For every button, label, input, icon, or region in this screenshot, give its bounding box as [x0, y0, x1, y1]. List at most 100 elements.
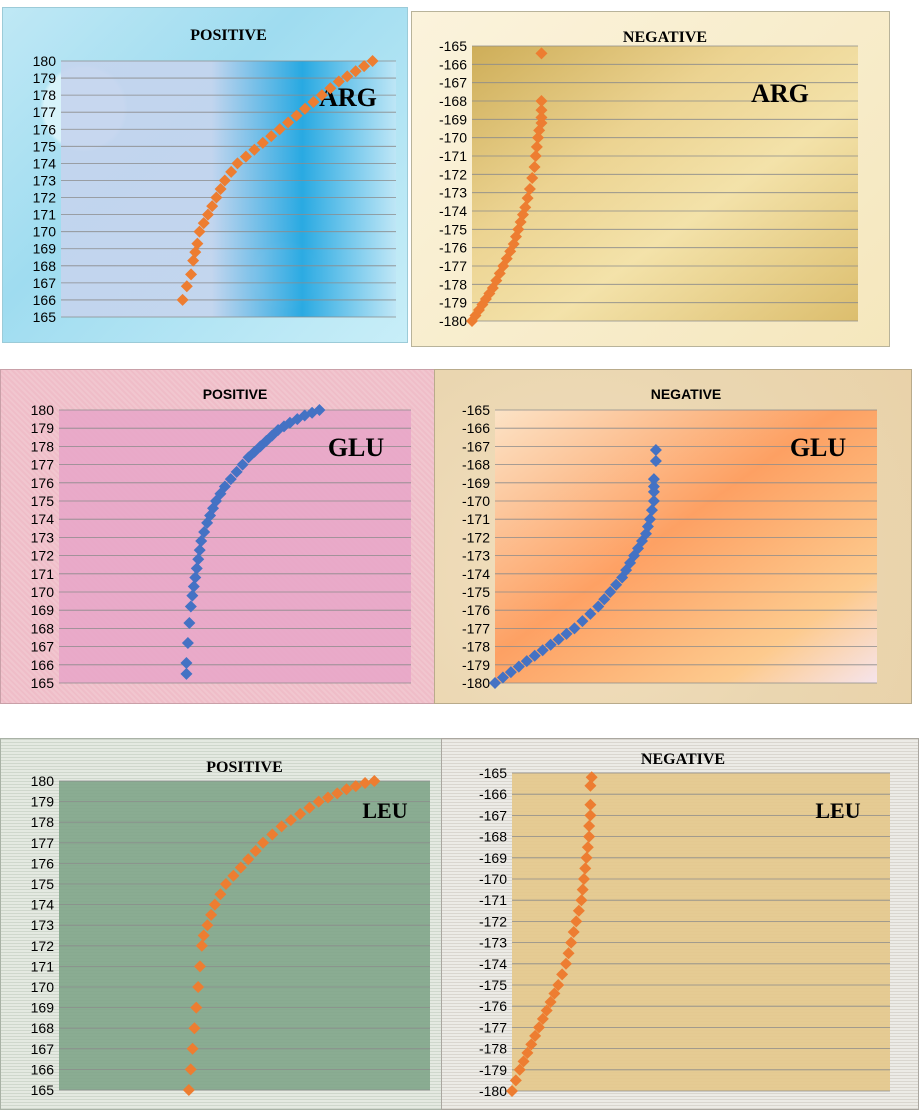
data-point [187, 254, 200, 267]
data-point [521, 192, 534, 205]
data-point [580, 851, 593, 864]
y-tick-label: -179 [479, 1062, 507, 1078]
data-point [272, 424, 285, 437]
data-point [231, 157, 244, 170]
y-tick-label: -177 [462, 620, 490, 636]
y-tick-label: -170 [479, 871, 507, 887]
chart-title: NEGATIVE [623, 29, 707, 46]
data-point [647, 495, 660, 507]
data-point [313, 404, 326, 416]
data-point [359, 777, 372, 790]
y-tick-label: 170 [31, 584, 55, 600]
data-point [556, 968, 569, 981]
data-point [535, 95, 548, 107]
y-tick-label: 168 [33, 258, 57, 274]
data-point [576, 883, 589, 896]
y-tick-label: -166 [479, 786, 507, 802]
data-point [535, 111, 548, 124]
data-point [225, 165, 238, 178]
data-point [560, 627, 573, 640]
data-point [519, 201, 532, 214]
y-tick-label: 174 [33, 155, 57, 171]
data-point [647, 473, 660, 486]
data-point [282, 116, 295, 129]
y-tick-label: -166 [462, 420, 490, 436]
chart-svg: -165 -166 -167 -168 -169 -170 -171 -172 -173 -174… [462, 386, 877, 691]
y-tick-label: -175 [462, 584, 490, 600]
chart-svg: -165 -166 -167 -168 -169 -170 -171 -172 -173 -174… [439, 29, 858, 329]
y-tick-label: 173 [33, 172, 57, 188]
y-tick-label: -175 [479, 977, 507, 993]
data-point [583, 830, 596, 843]
y-tick-label: -167 [439, 75, 467, 91]
y-tick-label: 169 [31, 1000, 55, 1016]
y-tick-label: -173 [462, 548, 490, 564]
data-point [180, 656, 193, 669]
data-point [182, 1084, 195, 1096]
y-tick-label: -176 [479, 998, 507, 1014]
y-tick-label: 177 [31, 457, 55, 473]
data-point [516, 208, 529, 221]
data-point [521, 1046, 534, 1059]
data-point [192, 981, 205, 993]
data-point [641, 520, 654, 533]
chart-leu-negative: -165 -166 -167 -168 -169 -170 -171 -172 -173 -174… [441, 738, 919, 1110]
y-tick-label: -179 [462, 657, 490, 673]
residue-annotation: GLU [790, 433, 847, 462]
data-point [536, 644, 549, 657]
data-point [520, 655, 533, 668]
data-point [249, 845, 262, 858]
y-tick-label: 171 [31, 958, 55, 974]
chart-svg: 180 179 178 177 176 175 174 173 172 171 170 169 168 1… [31, 386, 411, 691]
y-tick-label: 165 [33, 309, 57, 325]
y-tick-label: 171 [31, 566, 55, 582]
y-tick-label: -171 [462, 511, 490, 527]
chart-svg: 180 179 178 177 176 175 174 173 172 171 170 169 168 1… [31, 759, 430, 1098]
data-point [257, 836, 270, 849]
data-point [559, 957, 572, 970]
data-point [265, 130, 278, 143]
data-point [184, 600, 197, 613]
data-point [214, 888, 227, 901]
y-tick-label: -169 [439, 111, 467, 127]
y-tick-label: 175 [31, 876, 55, 892]
data-point [321, 791, 334, 804]
data-point [312, 795, 325, 808]
data-point [513, 1063, 526, 1076]
data-point [349, 780, 362, 793]
data-point [576, 615, 589, 628]
data-point [544, 638, 557, 651]
data-point [570, 915, 583, 928]
data-point [610, 578, 623, 591]
y-tick-label: -167 [462, 438, 490, 454]
y-tick-label: -172 [479, 913, 507, 929]
data-point [189, 246, 202, 259]
y-tick-label: 176 [33, 121, 57, 137]
y-tick-label: 170 [33, 224, 57, 240]
data-point [187, 580, 200, 593]
data-point [647, 480, 660, 493]
data-point [248, 143, 261, 156]
data-point [489, 677, 501, 689]
data-point [208, 898, 221, 911]
data-point [180, 280, 193, 293]
data-point [315, 89, 328, 102]
y-tick-label: -177 [439, 258, 467, 274]
data-point [577, 873, 590, 885]
data-point [284, 814, 297, 827]
data-point [197, 217, 210, 230]
data-point [227, 869, 240, 882]
data-point [584, 809, 597, 822]
data-point [239, 150, 252, 163]
y-tick-label: -168 [479, 829, 507, 845]
data-point [529, 1029, 542, 1042]
y-tick-label: 173 [31, 917, 55, 933]
data-point [198, 525, 211, 538]
y-tick-label: 166 [31, 657, 55, 673]
data-point [552, 633, 565, 646]
data-point [299, 102, 312, 115]
data-point [189, 571, 202, 584]
y-tick-label: 166 [33, 292, 57, 308]
y-tick-label: 179 [31, 420, 55, 436]
data-point [218, 174, 231, 187]
